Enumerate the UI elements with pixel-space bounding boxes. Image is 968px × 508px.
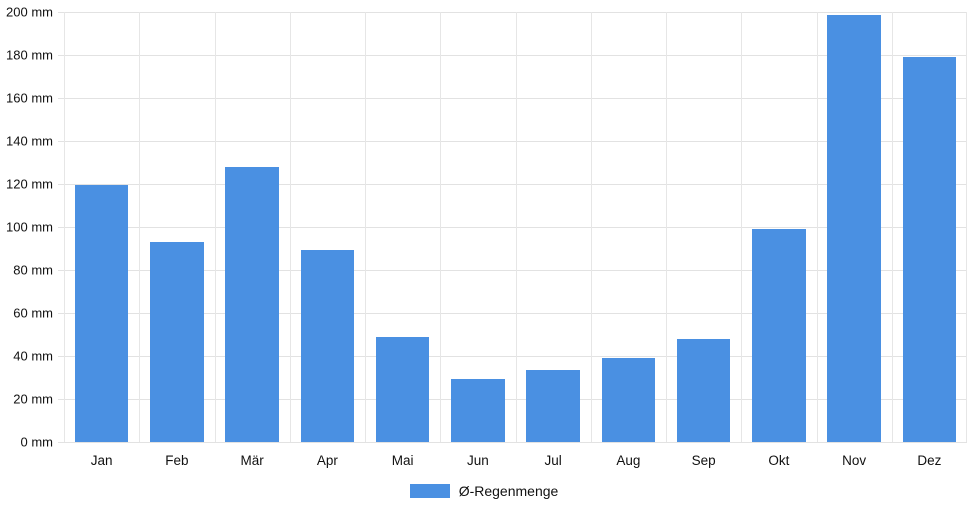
h-gridline <box>58 227 967 228</box>
h-gridline <box>58 184 967 185</box>
y-tick-label: 160 mm <box>6 90 53 106</box>
bar-mär[interactable] <box>225 166 279 442</box>
h-gridline <box>58 399 967 400</box>
y-tick-label: 120 mm <box>6 176 53 192</box>
y-tick-label: 80 mm <box>13 262 53 278</box>
h-gridline <box>58 356 967 357</box>
y-tick-label: 100 mm <box>6 219 53 235</box>
x-tick-label: Jan <box>90 453 113 468</box>
x-tick-label: Mär <box>240 453 264 468</box>
bar-sep[interactable] <box>676 338 731 442</box>
y-tick-label: 180 mm <box>6 47 53 63</box>
y-tick-label: 40 mm <box>13 348 53 364</box>
x-tick-label: Jul <box>544 453 562 468</box>
x-tick-label: Feb <box>165 453 189 468</box>
bar-feb[interactable] <box>150 242 204 442</box>
v-gridline <box>214 12 216 442</box>
h-gridline <box>58 141 967 142</box>
y-tick-label: 0 mm <box>20 434 54 450</box>
bar-jan[interactable] <box>74 185 129 442</box>
y-axis: 0 mm 20 mm 40 mm 60 mm 80 mm 100 mm 120 mm 140 … <box>0 6 53 449</box>
legend[interactable]: Ø-Regenmenge <box>0 481 968 501</box>
v-gridline <box>440 12 442 442</box>
bar-dez[interactable] <box>902 57 957 442</box>
bar-mai[interactable] <box>375 336 430 442</box>
h-gridline <box>58 98 967 99</box>
x-tick-label: Mai <box>391 453 414 468</box>
v-gridline <box>64 12 65 442</box>
h-gridline <box>58 12 967 13</box>
v-gridline <box>666 12 667 442</box>
bar-apr[interactable] <box>300 249 355 442</box>
v-gridline <box>966 12 967 442</box>
x-tick-label: Jun <box>466 453 489 468</box>
v-gridline <box>816 12 818 442</box>
v-gridline <box>365 12 366 442</box>
h-gridline <box>58 270 967 271</box>
h-gridline <box>58 55 967 56</box>
x-tick-label: Dez <box>917 453 942 468</box>
x-tick-label: Nov <box>842 453 867 468</box>
y-tick-label: 140 mm <box>6 133 53 149</box>
x-tick-label: Okt <box>768 453 790 468</box>
y-tick-label: 20 mm <box>13 391 53 407</box>
v-gridline <box>741 12 743 442</box>
v-gridline <box>139 12 141 442</box>
v-gridline <box>515 12 517 442</box>
x-tick-label: Aug <box>616 453 641 468</box>
y-tick-label: 60 mm <box>13 305 53 321</box>
v-gridline <box>590 12 592 442</box>
x-axis: Jan Feb Mär Apr Mai Jun Jul Aug Sep Okt Nov Dez <box>64 452 967 472</box>
x-tick-label: Sep <box>691 453 716 468</box>
h-gridline <box>58 442 967 443</box>
bar-nov[interactable] <box>827 15 881 442</box>
h-gridline <box>58 313 967 314</box>
v-gridline <box>289 12 291 442</box>
legend-label: Ø-Regenmenge <box>458 483 559 499</box>
y-tick-label: 200 mm <box>6 4 53 20</box>
v-gridline <box>891 12 893 442</box>
bar-jun[interactable] <box>451 378 505 442</box>
bar-aug[interactable] <box>601 358 656 442</box>
bar-okt[interactable] <box>752 229 806 442</box>
bar-jul[interactable] <box>526 369 580 442</box>
plot-area <box>58 12 967 443</box>
x-tick-label: Apr <box>316 453 338 468</box>
legend-swatch-icon <box>409 484 450 498</box>
